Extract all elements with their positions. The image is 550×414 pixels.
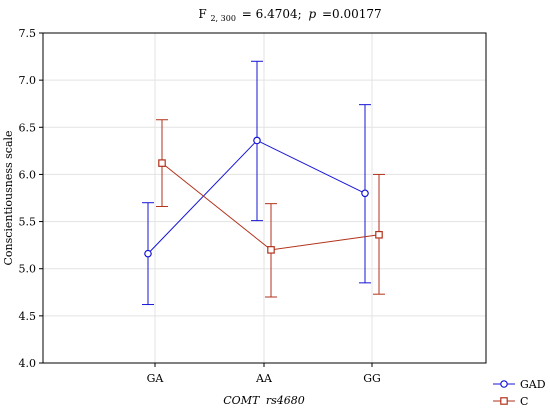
y-tick-label: 5.0	[19, 263, 37, 276]
legend-marker	[500, 397, 508, 405]
y-tick-label: 7.5	[19, 27, 37, 40]
legend-label: C	[520, 395, 528, 408]
legend-marker	[500, 380, 508, 388]
series-layer	[142, 60, 385, 306]
title-value: = 6.4704;	[242, 7, 302, 21]
x-axis: GA AA GG	[147, 363, 381, 385]
y-tick-label: 6.0	[19, 168, 37, 181]
data-point	[253, 136, 261, 145]
legend: GAD C	[493, 378, 546, 408]
data-point	[144, 249, 152, 258]
chart-title: F 2, 300 = 6.4704; p =0.00177	[198, 7, 381, 24]
x-tick-label: AA	[255, 372, 273, 385]
x-axis-label-gene: COMT	[223, 394, 261, 407]
legend-item: GAD	[493, 378, 546, 391]
title-df: 2, 300	[210, 14, 235, 23]
series-C	[156, 119, 385, 298]
data-point	[158, 159, 166, 167]
legend-item: C	[493, 395, 528, 408]
y-tick-label: 7.0	[19, 74, 37, 87]
y-axis: 4.0 4.5 5.0 5.5 6.0 6.5 7.0 7.5	[19, 27, 43, 370]
x-axis-label: COMT rs4680	[223, 394, 304, 407]
title-p: p	[308, 7, 316, 21]
title-p-value: =0.00177	[322, 7, 382, 21]
y-tick-label: 5.5	[19, 216, 37, 229]
y-tick-label: 4.5	[19, 310, 37, 323]
title-stat: F	[198, 7, 206, 21]
series-GAD	[142, 60, 371, 306]
legend-label: GAD	[520, 378, 546, 391]
x-tick-label: GG	[363, 372, 381, 385]
x-tick-label: GA	[147, 372, 165, 385]
data-point	[375, 230, 383, 239]
x-axis-label-snp: rs4680	[266, 394, 305, 407]
y-tick-label: 6.5	[19, 121, 37, 134]
data-point	[267, 246, 275, 254]
y-tick-label: 4.0	[19, 357, 37, 370]
data-point	[361, 189, 369, 198]
y-axis-label: Conscientiousness scale	[2, 130, 15, 265]
